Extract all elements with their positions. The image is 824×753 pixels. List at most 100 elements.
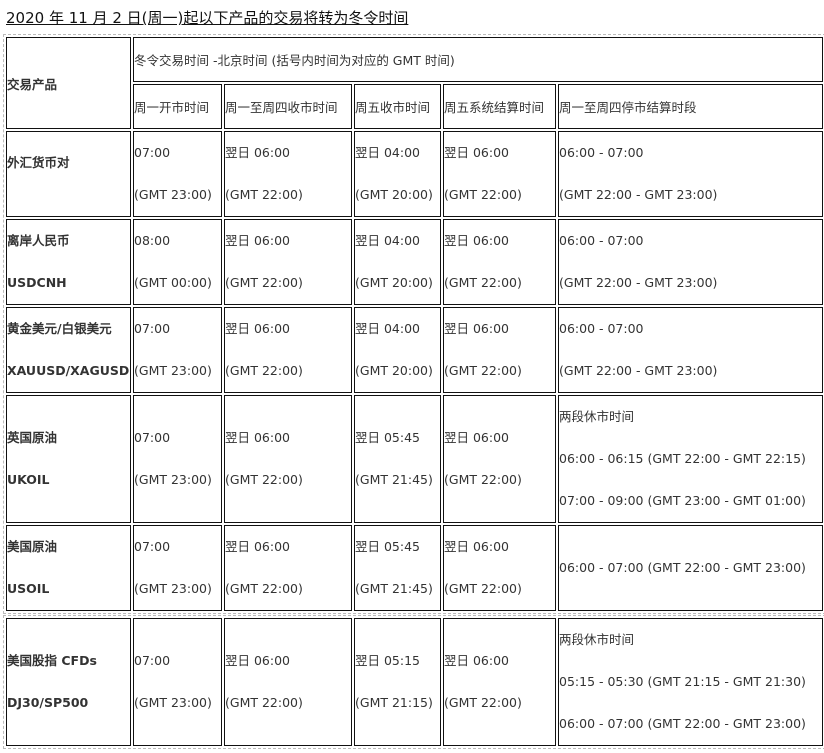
cell-line: 翌日 04:00	[355, 145, 420, 160]
cell-line: 07:00 - 09:00 (GMT 23:00 - GMT 01:00)	[559, 493, 806, 508]
spacer	[444, 339, 555, 361]
product-cell: 外汇货币对	[6, 131, 131, 217]
halt-cell: 06:00 - 07:00 (GMT 22:00 - GMT 23:00)	[558, 307, 823, 393]
cell-line: 翌日 06:00	[225, 430, 290, 445]
product-code: UKOIL	[7, 472, 50, 487]
cell-line: (GMT 22:00)	[225, 472, 303, 487]
open-cell: 07:00 (GMT 23:00)	[133, 307, 222, 393]
cell-line: (GMT 20:00)	[355, 187, 433, 202]
cell-line: 07:00	[134, 145, 171, 160]
spacer	[134, 339, 221, 361]
cell-line: 06:00 - 07:00	[559, 321, 644, 336]
spacer	[559, 163, 822, 185]
product-code: XAUUSD/XAGUSD	[7, 363, 130, 378]
fri-cell: 翌日 05:45 (GMT 21:45)	[354, 395, 441, 523]
halt-cell: 06:00 - 07:00 (GMT 22:00 - GMT 23:00)	[558, 219, 823, 305]
cell-line: 翌日 06:00	[444, 321, 509, 336]
table-row: 英国原油 UKOIL 07:00 (GMT 23:00) 翌日 06:00 (GMT 22…	[6, 395, 823, 523]
spacer	[134, 163, 221, 185]
cell-line: 两段休市时间	[559, 632, 635, 647]
halt-cell: 06:00 - 07:00 (GMT 22:00 - GMT 23:00)	[558, 525, 823, 611]
header-col: 周五收市时间	[354, 84, 441, 129]
cell-line: 翌日 06:00	[444, 653, 509, 668]
open-cell: 08:00 (GMT 00:00)	[133, 219, 222, 305]
settle-cell: 翌日 06:00 (GMT 22:00)	[443, 219, 556, 305]
cell-line: 08:00	[134, 233, 171, 248]
spacer	[444, 448, 555, 470]
open-cell: 07:00 (GMT 23:00)	[133, 618, 222, 746]
cell-line: (GMT 20:00)	[355, 275, 433, 290]
spacer	[134, 251, 221, 273]
spacer	[7, 557, 130, 579]
cell-line: (GMT 23:00)	[134, 695, 212, 710]
spacer	[444, 251, 555, 273]
cell-line: 翌日 06:00	[444, 233, 509, 248]
cell-line: (GMT 21:45)	[355, 581, 433, 596]
cell-line: 翌日 06:00	[225, 539, 290, 554]
spacer	[225, 557, 351, 579]
header-col: 周五系统结算时间	[443, 84, 556, 129]
cell-line: (GMT 23:00)	[134, 581, 212, 596]
header-col: 周一至周四停市结算时段	[558, 84, 823, 129]
cell-line: (GMT 22:00)	[225, 363, 303, 378]
settle-cell: 翌日 06:00 (GMT 22:00)	[443, 131, 556, 217]
spacer	[355, 163, 440, 185]
settle-cell: 翌日 06:00 (GMT 22:00)	[443, 395, 556, 523]
cell-line: (GMT 23:00)	[134, 187, 212, 202]
close-cell: 翌日 06:00 (GMT 22:00)	[224, 618, 352, 746]
product-code: DJ30/SP500	[7, 695, 89, 710]
spacer	[355, 671, 440, 693]
header-col: 周一开市时间	[133, 84, 222, 129]
open-cell: 07:00 (GMT 23:00)	[133, 131, 222, 217]
cell-line: (GMT 22:00)	[444, 472, 522, 487]
spacer	[444, 163, 555, 185]
table-row: 黄金美元/白银美元 XAUUSD/XAGUSD 07:00 (GMT 23:00) 翌日…	[6, 307, 823, 393]
settle-cell: 翌日 06:00 (GMT 22:00)	[443, 525, 556, 611]
spacer	[225, 448, 351, 470]
cell-line: (GMT 22:00)	[444, 363, 522, 378]
fri-cell: 翌日 04:00 (GMT 20:00)	[354, 131, 441, 217]
cell-line: (GMT 21:15)	[355, 695, 433, 710]
settle-cell: 翌日 06:00 (GMT 22:00)	[443, 307, 556, 393]
product-cell: 美国原油 USOIL	[6, 525, 131, 611]
page-title: 2020 年 11 月 2 日(周一)起以下产品的交易将转为冬令时间	[6, 9, 409, 27]
cell-line: 翌日 06:00	[444, 145, 509, 160]
fri-cell: 翌日 04:00 (GMT 20:00)	[354, 307, 441, 393]
open-cell: 07:00 (GMT 23:00)	[133, 395, 222, 523]
spacer	[7, 251, 130, 273]
cell-line: (GMT 22:00 - GMT 23:00)	[559, 363, 718, 378]
cell-line: (GMT 22:00)	[444, 581, 522, 596]
cell-line: 07:00	[134, 430, 171, 445]
spacer	[225, 671, 351, 693]
product-code: USDCNH	[7, 275, 67, 290]
spacer	[225, 339, 351, 361]
spacer	[355, 339, 440, 361]
cell-line: (GMT 22:00)	[225, 581, 303, 596]
trading-hours-table: 交易产品 冬令交易时间 -北京时间 (括号内时间为对应的 GMT 时间) 周一开…	[3, 34, 824, 614]
cell-line: 06:00 - 07:00	[559, 145, 644, 160]
spacer	[444, 557, 555, 579]
close-cell: 翌日 06:00 (GMT 22:00)	[224, 525, 352, 611]
spacer	[355, 557, 440, 579]
header-product: 交易产品	[6, 37, 131, 129]
spacer	[7, 671, 130, 693]
spacer	[7, 173, 130, 195]
table-row: 离岸人民币 USDCNH 08:00 (GMT 00:00) 翌日 06:00 (GMT …	[6, 219, 823, 305]
cell-line: (GMT 23:00)	[134, 472, 212, 487]
product-cell: 美国股指 CFDs DJ30/SP500	[6, 618, 131, 746]
cell-line: 翌日 05:45	[355, 539, 420, 554]
spacer	[559, 427, 822, 449]
cell-line: (GMT 22:00 - GMT 23:00)	[559, 275, 718, 290]
spacer	[225, 251, 351, 273]
spacer	[444, 671, 555, 693]
product-name: 美国原油	[7, 539, 58, 554]
fri-cell: 翌日 05:45 (GMT 21:45)	[354, 525, 441, 611]
product-cell: 英国原油 UKOIL	[6, 395, 131, 523]
spacer	[355, 448, 440, 470]
spacer	[559, 650, 822, 672]
cell-line: (GMT 23:00)	[134, 363, 212, 378]
close-cell: 翌日 06:00 (GMT 22:00)	[224, 219, 352, 305]
product-name: 离岸人民币	[7, 233, 70, 248]
cell-line: 06:00 - 07:00 (GMT 22:00 - GMT 23:00)	[559, 560, 806, 575]
product-name: 外汇货币对	[7, 155, 70, 170]
